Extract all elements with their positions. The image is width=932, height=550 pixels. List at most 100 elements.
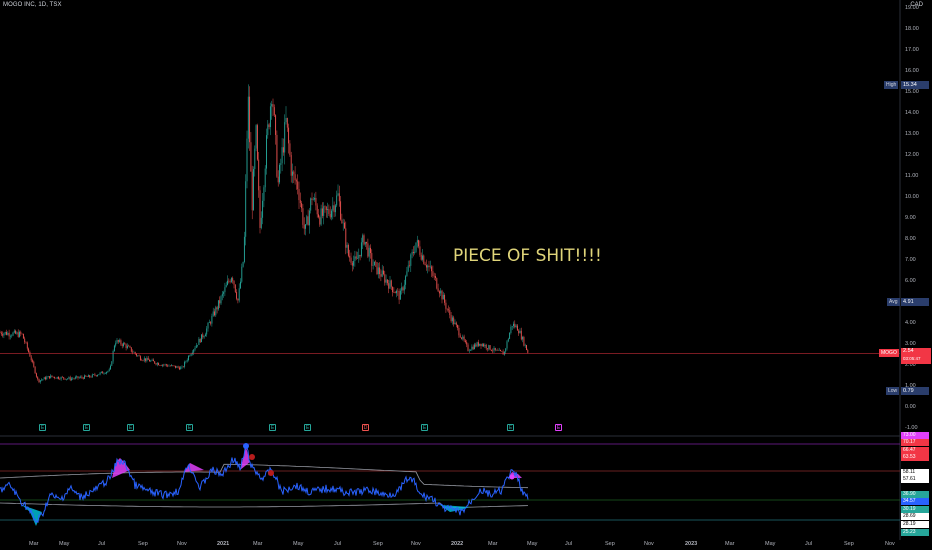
- candle-body: [86, 376, 88, 377]
- time-axis-label: Jul: [565, 541, 573, 547]
- candle-body: [289, 143, 291, 156]
- candle-body: [337, 193, 339, 196]
- price-axis-label: 17.00: [905, 47, 919, 53]
- candle-body: [206, 328, 208, 335]
- candle-body: [224, 287, 226, 293]
- candle-body: [47, 376, 49, 378]
- candle-body: [124, 343, 126, 345]
- event-marker-dividend[interactable]: D: [362, 424, 369, 431]
- candle-body: [344, 222, 345, 229]
- currency-label[interactable]: CAD: [909, 2, 924, 8]
- candle-body: [29, 352, 31, 357]
- candle-body: [160, 365, 162, 366]
- symbol-title[interactable]: MOGO INC, 1D, TSX: [3, 2, 62, 8]
- candle-body: [50, 375, 52, 379]
- candle-body: [458, 327, 460, 336]
- event-marker-upcoming[interactable]: E: [555, 424, 562, 431]
- candle-body: [242, 261, 244, 267]
- candle-body: [481, 344, 483, 347]
- candle-body: [353, 260, 355, 266]
- candle-body: [448, 309, 449, 311]
- event-marker-earnings[interactable]: E: [421, 424, 428, 431]
- candle-body: [190, 353, 192, 356]
- time-axis-label: May: [293, 541, 304, 547]
- candle-body: [319, 217, 321, 225]
- candle-body: [251, 171, 253, 211]
- candle-body: [323, 206, 325, 216]
- candle-body: [332, 205, 334, 211]
- candle-body: [158, 363, 160, 366]
- candle-body: [299, 200, 301, 204]
- event-marker-earnings[interactable]: E: [186, 424, 193, 431]
- text-annotation[interactable]: PIECE OF SHIT!!!!: [453, 246, 602, 266]
- candle-body: [68, 377, 70, 379]
- candle-body: [305, 224, 306, 229]
- candle-body: [453, 317, 455, 325]
- candle-body: [121, 344, 123, 347]
- candle-body: [82, 377, 84, 379]
- candle-body: [441, 290, 443, 300]
- candle-body: [39, 380, 41, 383]
- candle-body: [518, 330, 520, 334]
- candle-body: [169, 365, 171, 367]
- event-marker-earnings[interactable]: E: [83, 424, 90, 431]
- candle-body: [104, 373, 106, 374]
- time-axis-label: Nov: [177, 541, 187, 547]
- candle-body: [55, 377, 57, 379]
- candle-body: [431, 266, 433, 272]
- candle-body: [363, 235, 365, 245]
- candle-body: [139, 356, 141, 360]
- candle-body: [97, 375, 98, 377]
- candle-body: [149, 359, 150, 362]
- event-marker-earnings[interactable]: E: [39, 424, 46, 431]
- candle-body: [108, 369, 110, 371]
- candle-body: [505, 348, 507, 352]
- candle-body: [266, 135, 267, 169]
- candle-body: [247, 96, 249, 139]
- price-axis-label: 9.00: [905, 215, 916, 221]
- candle-body: [203, 336, 205, 338]
- candle-body: [282, 147, 284, 153]
- candle-body: [167, 365, 169, 367]
- candle-body: [509, 332, 511, 339]
- candle-body: [435, 276, 436, 279]
- candle-body: [145, 358, 147, 361]
- candle-body: [406, 271, 408, 277]
- candle-body: [60, 376, 62, 380]
- candle-body: [74, 377, 76, 379]
- candle-body: [253, 169, 254, 211]
- candle-body: [258, 159, 260, 191]
- candle-body: [136, 353, 137, 356]
- candle-body: [516, 325, 518, 331]
- candle-body: [78, 377, 80, 379]
- candle-body: [227, 280, 228, 285]
- candle-body: [302, 208, 304, 225]
- candle-body: [284, 122, 286, 153]
- candle-body: [349, 255, 351, 258]
- candle-body: [198, 338, 200, 345]
- candle-body: [396, 290, 397, 294]
- candle-body: [195, 345, 197, 348]
- event-marker-earnings[interactable]: E: [507, 424, 514, 431]
- candle-body: [472, 346, 474, 350]
- candle-body: [524, 345, 526, 346]
- event-marker-earnings[interactable]: E: [269, 424, 276, 431]
- candle-body: [81, 376, 83, 378]
- candle-body: [168, 365, 170, 367]
- candle-body: [264, 168, 266, 188]
- oscillator-tag: 66.47: [901, 447, 929, 454]
- candle-body: [402, 287, 404, 291]
- candle-body: [3, 333, 5, 336]
- candle-body: [212, 311, 214, 316]
- candle-body: [117, 340, 119, 342]
- time-axis-label: May: [527, 541, 538, 547]
- event-marker-earnings[interactable]: E: [127, 424, 134, 431]
- candle-body: [138, 355, 140, 357]
- event-marker-earnings[interactable]: E: [304, 424, 311, 431]
- candle-body: [437, 288, 439, 292]
- candle-body: [217, 300, 219, 310]
- candle-body: [301, 203, 303, 209]
- candle-body: [527, 350, 529, 353]
- price-axis-label: 10.00: [905, 194, 919, 200]
